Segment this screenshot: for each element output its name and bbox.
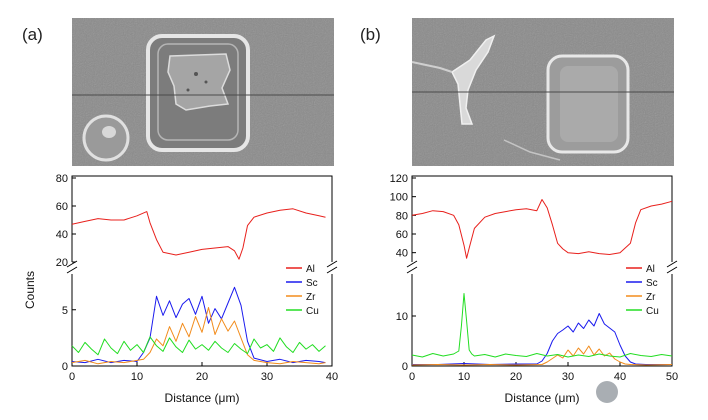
y-tick-label-upper-b: 60 (396, 229, 408, 241)
x-tick-label-a: 40 (326, 371, 338, 383)
x-tick-label-b: 40 (614, 371, 626, 383)
y-tick-label-lower-b: 10 (396, 311, 408, 323)
y-tick-label-upper-a: 60 (56, 201, 68, 213)
legend-label-sc-b: Sc (646, 278, 658, 289)
legend-label-cu-b: Cu (646, 306, 659, 317)
legend-label-sc-a: Sc (306, 278, 318, 289)
y-tick-label-upper-a: 40 (56, 229, 68, 241)
legend-b: Al Sc Zr Cu (626, 264, 659, 317)
x-tick-label-a: 10 (131, 371, 143, 383)
y-axis-title-a: Counts (23, 271, 37, 309)
micrograph-a (72, 18, 334, 166)
series-line-al-a (71, 208, 326, 260)
x-tick-label-b: 10 (458, 371, 470, 383)
legend-a: Al Sc Zr Cu (286, 264, 319, 317)
y-tick-label-upper-b: 120 (390, 173, 408, 185)
x-axis-title-b: Distance (μm) (505, 391, 580, 405)
x-tick-label-b: 50 (666, 371, 678, 383)
axis-break-b (406, 260, 678, 274)
series-line-sc-a (71, 286, 326, 364)
watermark-text: 材料学网 (624, 385, 676, 401)
y-tick-label-lower-a: 5 (62, 305, 68, 317)
y-tick-label-lower-b: 0 (402, 361, 408, 373)
y-tick-label-upper-b: 80 (396, 210, 408, 222)
legend-label-zr-b: Zr (646, 292, 656, 303)
panel-label-b: (b) (360, 25, 381, 44)
series-line-sc-b (412, 313, 672, 365)
legend-label-zr-a: Zr (306, 292, 316, 303)
x-tick-label-b: 20 (510, 371, 522, 383)
x-tick-label-a: 30 (261, 371, 273, 383)
legend-label-cu-a: Cu (306, 306, 319, 317)
x-tick-label-b: 30 (562, 371, 574, 383)
y-tick-label-upper-a: 80 (56, 173, 68, 185)
y-tick-label-upper-a: 20 (56, 257, 68, 269)
x-axis-title-a: Distance (μm) (165, 391, 240, 405)
axis-break-a (66, 260, 338, 274)
series-line-al-b (411, 199, 673, 259)
watermark: 材料学网 (596, 381, 676, 403)
legend-label-al-a: Al (306, 264, 315, 275)
series-line-cu-a (71, 336, 326, 356)
legend-label-al-b: Al (646, 264, 655, 275)
y-tick-label-lower-a: 0 (62, 361, 68, 373)
chart-b: Distance (μm) Al Sc Zr Cu 0 10 20 30 40 50 40 60 80… (390, 173, 678, 405)
series-line-cu-b (411, 293, 673, 358)
series-line-zr-a (71, 307, 326, 365)
series-line-zr-b (411, 345, 673, 366)
y-tick-label-upper-b: 100 (390, 192, 408, 204)
x-tick-label-a: 20 (196, 371, 208, 383)
panel-label-a: (a) (22, 25, 43, 44)
x-tick-label-b: 0 (409, 371, 415, 383)
x-tick-label-a: 0 (69, 371, 75, 383)
y-tick-label-upper-b: 40 (396, 248, 408, 260)
chart-a: Counts Distance (μm) Al Sc Zr Cu 0 10 20 30 40 2… (23, 173, 338, 405)
micrograph-b (411, 18, 674, 166)
